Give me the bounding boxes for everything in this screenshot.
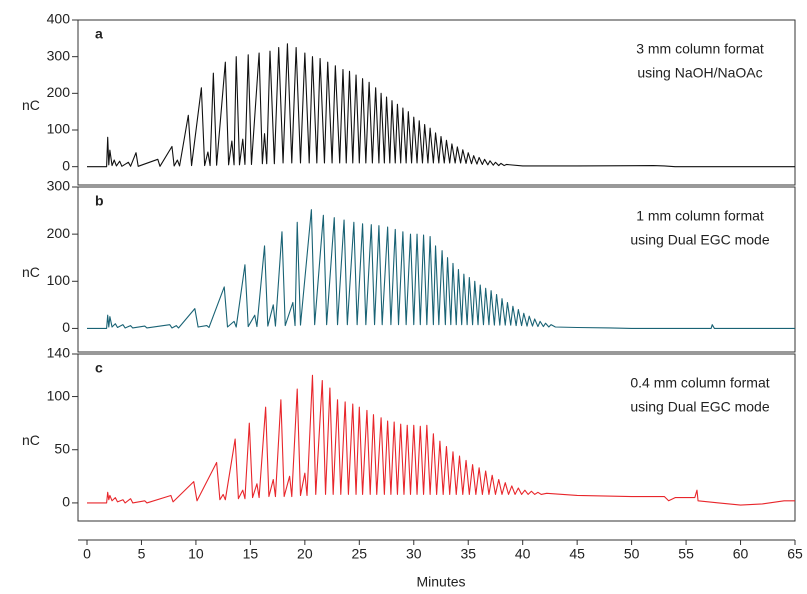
panel-frame	[77, 186, 796, 353]
trace	[87, 209, 795, 329]
x-tick-label: 50	[624, 546, 640, 562]
y-axis-label: nC	[22, 264, 40, 280]
y-tick-label: 100	[47, 387, 71, 403]
annotation: 0.4 mm column format	[630, 375, 769, 391]
annotation: 3 mm column format	[636, 41, 764, 57]
y-tick-label: 200	[47, 225, 71, 241]
y-tick-label: 0	[62, 319, 70, 335]
x-tick-label: 20	[297, 546, 313, 562]
x-tick-label: 15	[243, 546, 259, 562]
x-tick-label: 40	[515, 546, 531, 562]
y-tick-label: 100	[47, 121, 71, 137]
x-tick-label: 35	[460, 546, 476, 562]
x-tick-label: 65	[787, 546, 803, 562]
panel-letter: b	[95, 193, 104, 209]
panel-letter: c	[95, 360, 103, 376]
y-tick-label: 200	[47, 84, 71, 100]
panel-letter: a	[95, 26, 103, 42]
y-tick-label: 0	[62, 157, 70, 173]
y-tick-label: 400	[47, 11, 71, 27]
y-tick-label: 100	[47, 272, 71, 288]
x-tick-label: 5	[138, 546, 146, 562]
y-tick-label: 140	[47, 345, 71, 361]
x-tick-label: 30	[406, 546, 422, 562]
x-axis-label: Minutes	[416, 574, 465, 590]
panel-frame	[77, 353, 796, 522]
y-tick-label: 300	[47, 47, 71, 63]
y-tick-label: 0	[62, 494, 70, 510]
trace	[87, 374, 795, 506]
annotation: using Dual EGC mode	[630, 232, 770, 248]
y-tick-label: 50	[54, 440, 70, 456]
x-tick-label: 0	[83, 546, 91, 562]
y-tick-label: 300	[47, 178, 71, 194]
trace	[87, 43, 795, 168]
y-axis-label: nC	[22, 432, 40, 448]
annotation: using Dual EGC mode	[630, 399, 770, 415]
x-tick-label: 55	[678, 546, 694, 562]
panel-frame	[77, 19, 796, 186]
x-tick-label: 45	[569, 546, 585, 562]
y-axis-label: nC	[22, 97, 40, 113]
x-tick-label: 10	[188, 546, 204, 562]
x-tick-label: 60	[733, 546, 749, 562]
x-tick-label: 25	[352, 546, 368, 562]
annotation: using NaOH/NaOAc	[637, 65, 762, 81]
annotation: 1 mm column format	[636, 208, 764, 224]
